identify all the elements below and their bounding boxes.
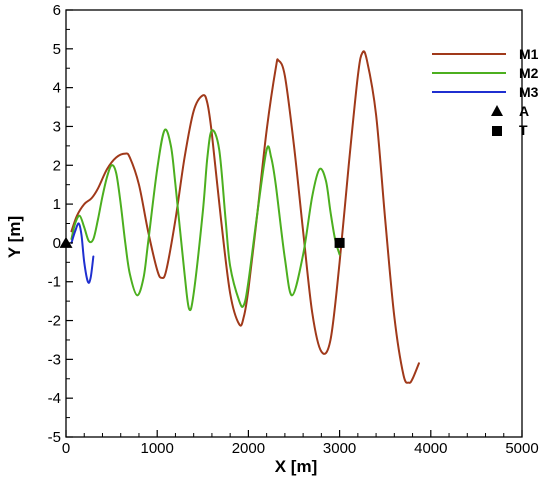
y-tick-label: -2 bbox=[48, 313, 61, 330]
y-tick-label: -1 bbox=[48, 274, 61, 291]
legend-label-a: A bbox=[519, 103, 529, 119]
y-tick-label: -5 bbox=[48, 429, 61, 446]
x-tick-label: 2000 bbox=[232, 440, 265, 457]
x-axis-label: X [m] bbox=[275, 457, 318, 476]
series-lines bbox=[70, 50, 420, 384]
axes: 0 1000 2000 3000 4000 5000 -5 -4 -3 -2 -1 0 1 2 3 4 5 6 bbox=[48, 2, 539, 457]
y-tick-label: 2 bbox=[53, 157, 61, 174]
y-tick-label: -3 bbox=[48, 351, 61, 368]
markers bbox=[59, 236, 345, 248]
x-tick-label: 4000 bbox=[414, 440, 447, 457]
y-tick-label: 0 bbox=[53, 235, 61, 252]
x-tick-label: 0 bbox=[62, 440, 70, 457]
y-tick-label: 1 bbox=[53, 196, 61, 213]
y-tick-label: -4 bbox=[48, 390, 61, 407]
y-tick-label: 5 bbox=[53, 41, 61, 58]
y-tick-label: 6 bbox=[53, 2, 61, 19]
y-tick-label: 4 bbox=[53, 80, 61, 97]
legend-swatch-a bbox=[491, 105, 503, 116]
plot-frame bbox=[65, 9, 523, 438]
x-tick-label: 5000 bbox=[505, 440, 538, 457]
legend-label-m1: M1 bbox=[519, 46, 539, 62]
series-line-m1 bbox=[70, 50, 420, 384]
x-tick-label: 3000 bbox=[323, 440, 356, 457]
marker-t bbox=[334, 237, 345, 248]
y-axis-label: Y [m] bbox=[5, 216, 24, 258]
legend-label-m3: M3 bbox=[519, 84, 539, 100]
legend-label-m2: M2 bbox=[519, 65, 539, 81]
series-line-m3 bbox=[70, 222, 95, 284]
legend-label-t: T bbox=[519, 122, 528, 138]
legend: M1 M2 M3 AT bbox=[432, 46, 539, 138]
series-line-m2 bbox=[70, 128, 341, 312]
y-tick-label: 3 bbox=[53, 118, 61, 135]
x-tick-label: 1000 bbox=[141, 440, 174, 457]
legend-swatch-t bbox=[492, 126, 502, 136]
